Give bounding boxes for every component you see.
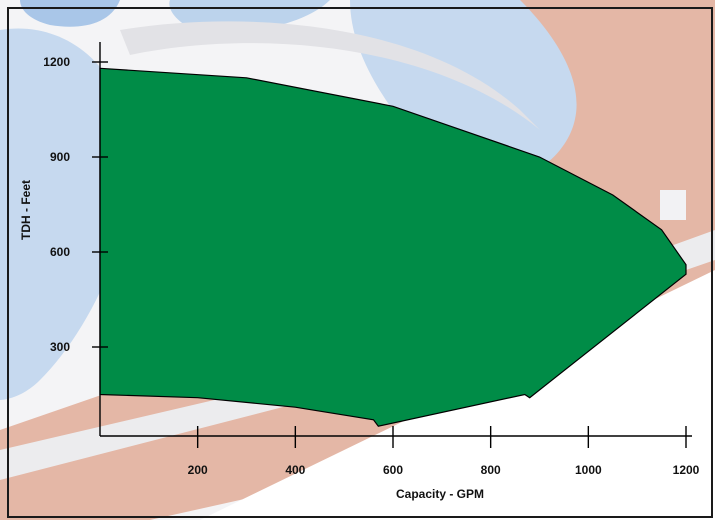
y-axis-title: TDH - Feet (19, 180, 33, 240)
y-tick-label: 600 (50, 245, 70, 259)
x-axis-title: Capacity - GPM (396, 487, 484, 501)
x-tick-label: 800 (481, 463, 501, 477)
bg-blue-shape-top (20, 0, 120, 27)
bg-blue-shape-right (350, 0, 577, 179)
x-tick-label: 1000 (575, 463, 602, 477)
operating-region (99, 67, 687, 427)
x-tick-label: 400 (285, 463, 305, 477)
chart-frame (7, 7, 713, 518)
y-ticks: 300 600 900 1200 (43, 55, 108, 354)
y-tick-label: 1200 (43, 55, 70, 69)
x-tick-label: 600 (383, 463, 403, 477)
bg-white-notch (660, 190, 686, 220)
x-tick-label: 1200 (673, 463, 700, 477)
bg-blue-shape-left (0, 28, 132, 401)
bg-gray-band (0, 230, 715, 480)
bg-gray-arc (120, 21, 540, 131)
x-ticks: 200 400 600 800 1000 1200 (188, 426, 700, 477)
x-tick-label: 200 (188, 463, 208, 477)
y-tick-label: 300 (50, 340, 70, 354)
y-tick-label: 900 (50, 150, 70, 164)
